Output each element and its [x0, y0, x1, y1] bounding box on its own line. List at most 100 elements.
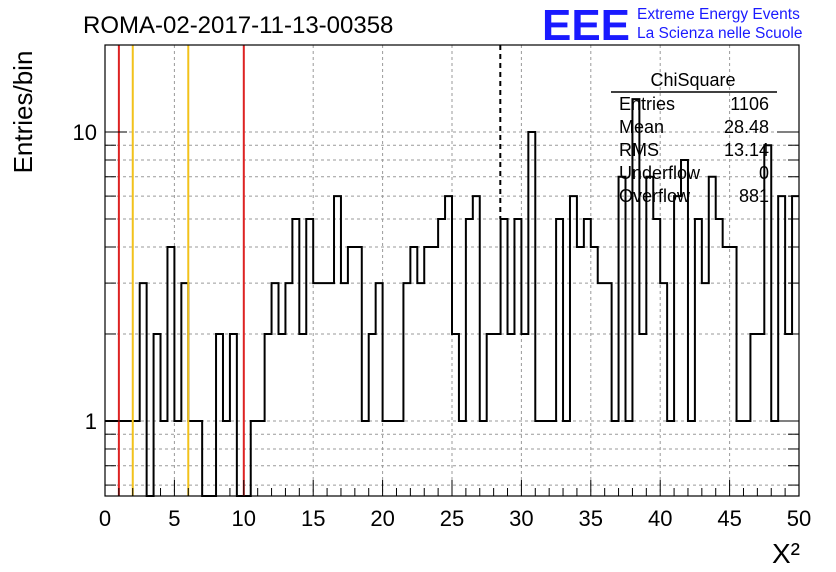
histogram-bin: [542, 421, 549, 496]
x-tick-label: 25: [440, 506, 464, 531]
histogram-bin: [195, 421, 202, 496]
histogram-bin: [681, 160, 688, 496]
stats-title: ChiSquare: [650, 70, 735, 90]
x-tick-label: 35: [579, 506, 603, 531]
x-tick-label: 15: [301, 506, 325, 531]
histogram-bin: [771, 421, 778, 496]
histogram-bin: [119, 421, 126, 496]
histogram-bin: [508, 334, 515, 496]
histogram-bin: [133, 421, 140, 496]
histogram-bars: [105, 98, 799, 497]
eee-logo-mark: EEE: [542, 1, 630, 50]
stats-label-rms: RMS: [619, 140, 659, 160]
histogram-bin: [126, 421, 133, 496]
histogram-bin: [639, 334, 646, 496]
histogram-bin: [570, 196, 577, 496]
stats-label-mean: Mean: [619, 117, 664, 137]
histogram-bin: [743, 421, 750, 496]
x-tick-label: 45: [717, 506, 741, 531]
x-axis-label: X²: [772, 538, 800, 569]
histogram-bin: [730, 247, 737, 496]
histogram-bin: [459, 421, 466, 496]
histogram-bin: [154, 334, 161, 496]
histogram-bin: [161, 421, 168, 496]
histogram-bin: [438, 219, 445, 496]
histogram-bin: [563, 421, 570, 496]
histogram-bin: [688, 421, 695, 496]
stats-value-entries: 1106: [730, 94, 769, 114]
histogram-bin: [737, 421, 744, 496]
histogram-bin: [612, 421, 619, 496]
x-tick-label: 0: [99, 506, 111, 531]
stats-label-entries: Entries: [619, 94, 675, 114]
histogram-bin: [431, 247, 438, 496]
stats-box: ChiSquare Entries 1106 Mean 28.48 RMS 13…: [611, 70, 777, 206]
histogram-bin: [355, 247, 362, 496]
histogram-bin: [792, 196, 799, 496]
stats-value-overflow: 881: [739, 186, 769, 206]
histogram-bin: [466, 219, 473, 496]
histogram-bin: [369, 334, 376, 496]
histogram-bin: [646, 177, 653, 496]
histogram-bin: [709, 177, 716, 496]
histogram-outline: [105, 98, 799, 497]
stats-label-underflow: Underflow: [619, 163, 701, 183]
x-tick-label: 30: [509, 506, 533, 531]
histogram-bin: [556, 219, 563, 496]
stats-value-underflow: 0: [759, 163, 769, 183]
eee-logo-line2: La Scienza nelle Scuole: [637, 25, 802, 42]
histogram-bin: [626, 421, 633, 496]
histogram-bin: [501, 219, 508, 496]
histogram-bin: [410, 247, 417, 496]
histogram-bin: [258, 421, 265, 496]
histogram-bin: [383, 421, 390, 496]
histogram-bin: [653, 219, 660, 496]
histogram-bin: [521, 334, 528, 496]
histogram-bin: [778, 196, 785, 496]
x-tick-label: 50: [787, 506, 811, 531]
histogram-bin: [605, 283, 612, 496]
histogram-bin: [487, 334, 494, 496]
histogram-bin: [341, 283, 348, 496]
histogram-bin: [549, 421, 556, 496]
histogram-bin: [723, 247, 730, 496]
histogram-bin: [362, 421, 369, 496]
histogram-bin: [695, 219, 702, 496]
histogram-bin: [667, 421, 674, 496]
histogram-bin: [285, 283, 292, 496]
x-tick-label: 5: [168, 506, 180, 531]
histogram-bin: [660, 283, 667, 496]
histogram-bin: [188, 421, 195, 496]
histogram-bin: [716, 219, 723, 496]
histogram-bin: [334, 196, 341, 496]
histogram-bin: [445, 196, 452, 496]
histogram-bin: [223, 421, 230, 496]
histogram-bin: [584, 219, 591, 496]
histogram-bin: [577, 247, 584, 496]
histogram-bin: [591, 247, 598, 496]
axis-ticks: [104, 44, 800, 496]
histogram-bin: [750, 334, 757, 496]
histogram-bin: [167, 247, 174, 496]
y-tick-label: 10: [73, 120, 97, 145]
x-tick-label: 40: [648, 506, 672, 531]
eee-logo: EEE Extreme Energy Events La Scienza nel…: [542, 1, 802, 50]
histogram-bin: [494, 334, 501, 496]
histogram-bin: [396, 421, 403, 496]
histogram-bin: [216, 334, 223, 496]
histogram-bin: [757, 334, 764, 496]
histogram-bin: [174, 421, 181, 496]
histogram-bin: [424, 247, 431, 496]
histogram-bin: [230, 334, 237, 496]
histogram-bin: [140, 283, 147, 496]
y-tick-labels: 1 10: [73, 120, 97, 434]
stats-value-mean: 28.48: [724, 117, 769, 137]
histogram-bin: [292, 219, 299, 496]
histogram-bin: [376, 283, 383, 496]
histogram-bin: [390, 421, 397, 496]
histogram-bin: [480, 421, 487, 496]
y-tick-label: 1: [85, 409, 97, 434]
histogram-bin: [598, 283, 605, 496]
histogram-bin: [674, 196, 681, 496]
